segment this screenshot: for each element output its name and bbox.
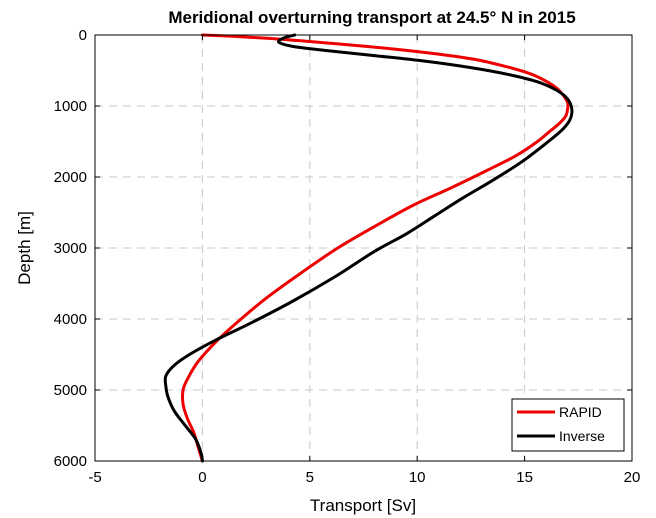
y-tick-label: 4000 (54, 311, 87, 328)
legend-label-inverse: Inverse (559, 428, 605, 444)
legend-label-rapid: RAPID (559, 404, 602, 420)
x-tick-label: 0 (198, 469, 206, 486)
y-tick-label: 3000 (54, 240, 87, 257)
axis-ticks: -5 0 5 10 15 20 0 1000 2000 3000 4000 5000 6000 (54, 27, 641, 486)
series-line-inverse (163, 33, 574, 463)
x-axis-label: Transport [Sv] (310, 496, 416, 515)
y-tick-label: 6000 (54, 453, 87, 470)
chart-title: Meridional overturning transport at 24.5… (168, 8, 575, 27)
y-tick-label: 1000 (54, 98, 87, 115)
x-tick-label: 10 (409, 469, 426, 486)
y-tick-label: 5000 (54, 382, 87, 399)
grid-lines (95, 35, 632, 461)
x-tick-label: 20 (624, 469, 641, 486)
x-tick-label: 5 (306, 469, 314, 486)
x-tick-label: -5 (88, 469, 101, 486)
series-lines (163, 33, 574, 463)
y-tick-label: 2000 (54, 169, 87, 186)
series-line-rapid (181, 33, 570, 463)
x-tick-label: 15 (516, 469, 533, 486)
y-axis-label: Depth [m] (15, 211, 34, 285)
legend-box (511, 398, 625, 452)
legend: RAPID Inverse (511, 398, 625, 452)
y-tick-label: 0 (79, 27, 87, 44)
